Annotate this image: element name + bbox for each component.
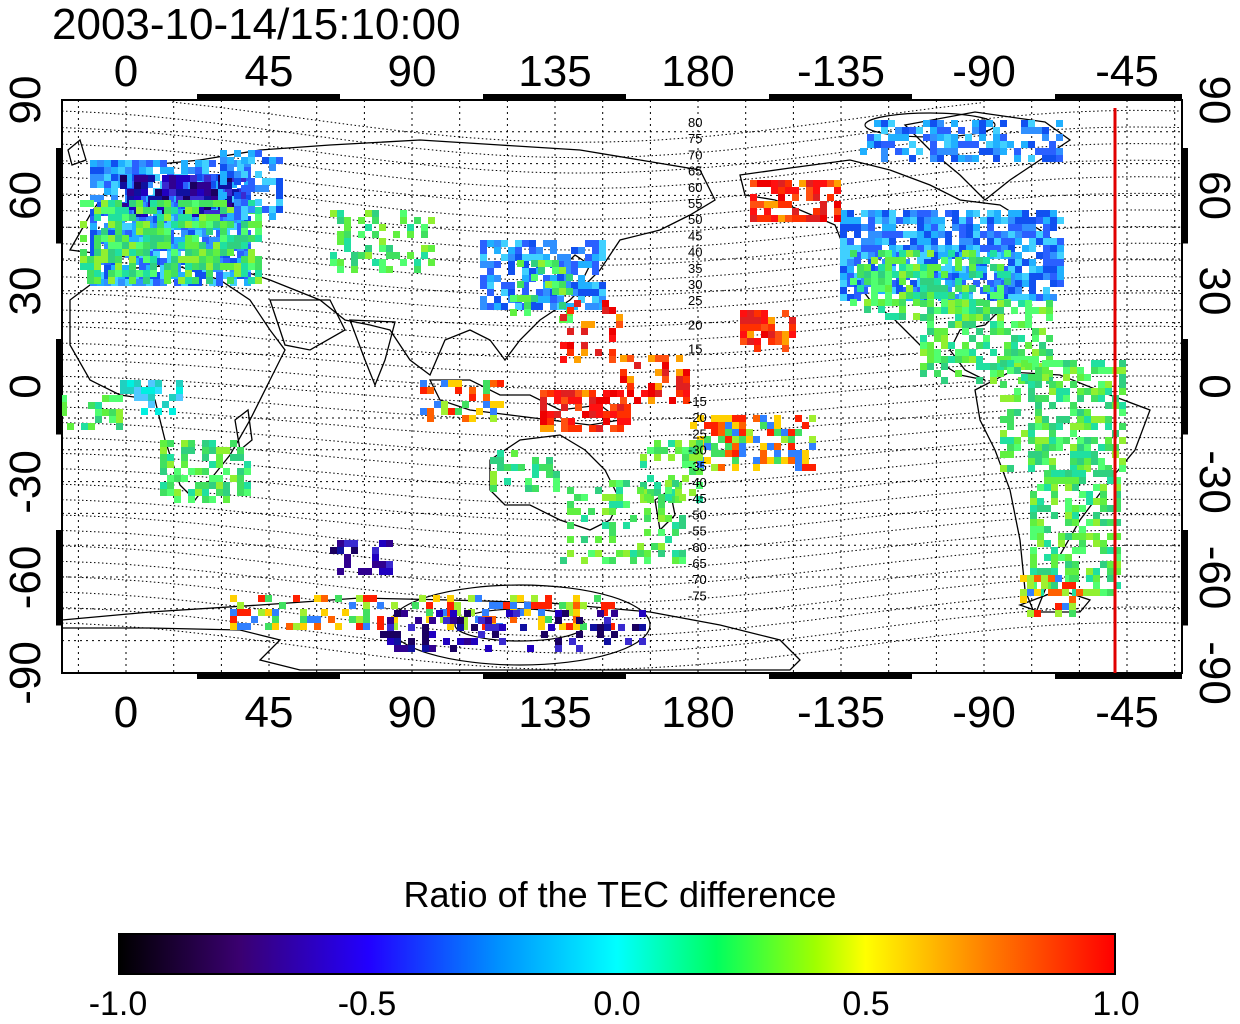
longitude-tick-label: -135 (797, 688, 885, 737)
latitude-tick-label-left: 90 (1, 76, 50, 125)
contour-label: -50 (688, 507, 707, 522)
colorbar (118, 933, 1116, 975)
colorbar-tick-label: -1.0 (88, 985, 148, 1023)
contour-label: -35 (688, 459, 707, 474)
contour-label: 35 (688, 261, 702, 276)
contour-label: 45 (688, 228, 702, 243)
longitude-tick-label: 45 (245, 688, 294, 737)
latitude-tick-label-right: 90 (1190, 76, 1239, 125)
longitude-tick-label: 90 (388, 47, 437, 96)
contour-label: -70 (688, 572, 707, 587)
contour-label: 50 (688, 212, 702, 227)
colorbar-tick-label: 1.0 (1092, 985, 1140, 1023)
contour-label: 25 (688, 293, 702, 308)
longitude-tick-label: 0 (114, 688, 138, 737)
latitude-tick-label-right: 0 (1190, 374, 1239, 398)
latitude-tick-label-left: 60 (1, 171, 50, 220)
latitude-tick-label-left: -30 (1, 450, 50, 514)
contour-label: 15 (688, 342, 702, 357)
contour-label: 55 (688, 196, 702, 211)
contour-label: -55 (688, 524, 707, 539)
latitude-tick-label-right: 60 (1190, 171, 1239, 220)
longitude-tick-label: -90 (952, 688, 1016, 737)
contour-label: -25 (688, 426, 707, 441)
longitude-tick-label: -45 (1095, 47, 1159, 96)
contour-label: 40 (688, 245, 702, 260)
contour-label: 75 (688, 131, 702, 146)
longitude-tick-label: 135 (518, 47, 591, 96)
contour-label: -15 (688, 394, 707, 409)
contour-label: 20 (688, 317, 702, 332)
latitude-tick-label-left: -90 (1, 641, 50, 705)
contour-label: 70 (688, 147, 702, 162)
latitude-tick-label-right: -60 (1190, 546, 1239, 610)
latitude-tick-label-right: -90 (1190, 641, 1239, 705)
contour-label: 80 (688, 115, 702, 130)
longitude-tick-label: 0 (114, 47, 138, 96)
contour-label: 65 (688, 164, 702, 179)
contour-label: -60 (688, 540, 707, 555)
latitude-tick-label-left: -60 (1, 546, 50, 610)
plot-title: 2003-10-14/15:10:00 (52, 0, 461, 49)
longitude-tick-label: 90 (388, 688, 437, 737)
tec-map: 0045459090135135180180-135-135-90-90-45-… (1, 47, 1239, 737)
longitude-tick-label: 135 (518, 688, 591, 737)
longitude-tick-label: -45 (1095, 688, 1159, 737)
longitude-tick-label: 45 (245, 47, 294, 96)
latitude-tick-label-left: 0 (1, 374, 50, 398)
contour-label: -45 (688, 491, 707, 506)
longitude-tick-label: -90 (952, 47, 1016, 96)
contour-label: -40 (688, 475, 707, 490)
axis-tick-labels: 0045459090135135180180-135-135-90-90-45-… (1, 47, 1239, 737)
latitude-tick-label-right: -30 (1190, 450, 1239, 514)
latitude-tick-label-right: 30 (1190, 267, 1239, 316)
tec-data-pixels (60, 120, 1126, 652)
contour-label: 60 (688, 180, 702, 195)
longitude-tick-label: 180 (661, 47, 734, 96)
axis-tick-bars (56, 94, 1188, 679)
colorbar-title: Ratio of the TEC difference (403, 874, 837, 915)
contour-label: -20 (688, 410, 707, 425)
contour-label: 30 (688, 277, 702, 292)
contour-label: -30 (688, 443, 707, 458)
latitude-tick-label-left: 30 (1, 267, 50, 316)
colorbar-tick-label: -0.5 (337, 985, 397, 1023)
colorbar-tick-label: 0.0 (593, 985, 641, 1023)
longitude-tick-label: 180 (661, 688, 734, 737)
longitude-tick-label: -135 (797, 47, 885, 96)
contour-label: -75 (688, 588, 707, 603)
colorbar-tick-label: 0.5 (842, 985, 890, 1023)
contour-label: -65 (688, 556, 707, 571)
